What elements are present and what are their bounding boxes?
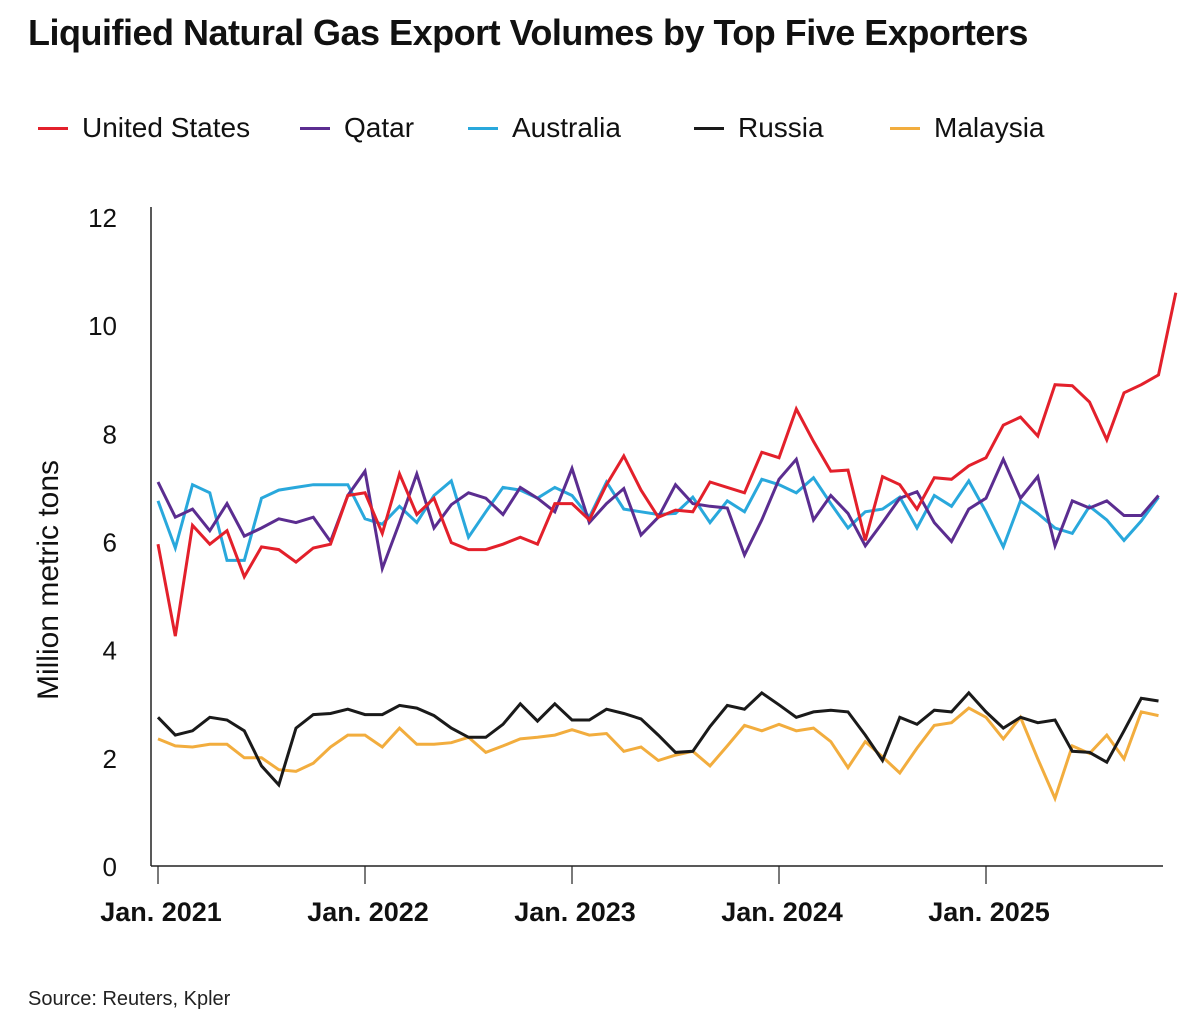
y-axis-label: Million metric tons (32, 460, 65, 700)
series-lines (156, 292, 1178, 803)
legend-swatch-united-states (38, 126, 68, 130)
series-line-united-states (156, 292, 1178, 637)
x-tick-label: Jan. 2021 (100, 897, 222, 927)
y-tick-label: 8 (103, 419, 117, 449)
x-tick-label: Jan. 2023 (514, 897, 636, 927)
y-tick-label: 12 (88, 203, 117, 233)
y-tick-label: 2 (103, 744, 117, 774)
x-tick-label: Jan. 2024 (721, 897, 843, 927)
y-tick-label: 6 (103, 528, 117, 558)
legend-label: Australia (512, 112, 621, 143)
series-line-malaysia (157, 706, 1159, 803)
legend-swatch-malaysia (890, 126, 920, 130)
y-tick-label: 0 (103, 852, 117, 882)
x-tick-label: Jan. 2022 (307, 897, 429, 927)
legend-label: United States (82, 112, 251, 143)
y-tick-label: 10 (88, 311, 117, 341)
axes: 0 2 4 6 8 10 12 Jan. 2021 Jan. 2022 Jan. 2023 Jan.… (88, 203, 1163, 927)
legend-label: Malaysia (934, 112, 1045, 143)
legend-item-malaysia: Malaysia (890, 112, 1044, 144)
legend-item-australia: Australia (468, 112, 694, 144)
y-tick-label: 4 (103, 636, 117, 666)
legend-label: Qatar (344, 112, 415, 143)
series-line-russia (156, 690, 1159, 788)
x-tick-label: Jan. 2025 (928, 897, 1050, 927)
legend-item-qatar: Qatar (300, 112, 468, 144)
legend-swatch-qatar (300, 126, 330, 130)
legend-item-united-states: United States (38, 112, 300, 144)
chart-title: Liquified Natural Gas Export Volumes by … (28, 12, 1028, 53)
legend-item-russia: Russia (694, 112, 890, 144)
legend-swatch-australia (468, 126, 498, 130)
source-note: Source: Reuters, Kpler (28, 988, 231, 1010)
legend-label: Russia (738, 112, 824, 143)
legend-swatch-russia (694, 126, 724, 130)
legend: United States Qatar Australia Russia Mal… (38, 112, 1044, 144)
